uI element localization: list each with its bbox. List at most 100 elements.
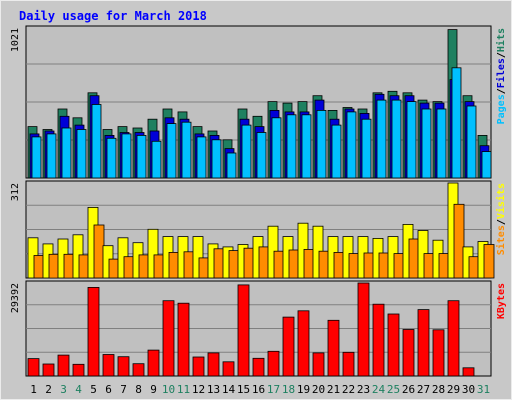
- kbytes-bar-kbytes-11: [177, 302, 190, 377]
- day-label-22: 22: [342, 383, 355, 396]
- day-label-16: 16: [252, 383, 265, 396]
- day-label-8: 8: [135, 383, 142, 396]
- legend-visits: Visits: [495, 183, 507, 219]
- day-label-10: 10: [162, 383, 175, 396]
- hits-bar-pages-30: [466, 105, 477, 179]
- hits-bar-pages-4: [76, 129, 87, 179]
- visits-panel: 312 Sites/Visits: [10, 180, 507, 279]
- hits-bar-pages-31: [481, 151, 492, 179]
- kbytes-bar-kbytes-23: [357, 282, 370, 377]
- visits-bar-sites-4: [78, 254, 90, 279]
- visits-bar-sites-10: [168, 251, 180, 279]
- kbytes-bar-kbytes-20: [312, 352, 325, 377]
- visits-bar-sites-15: [243, 247, 255, 279]
- hits-bar-pages-2: [46, 133, 57, 179]
- visits-bar-sites-1: [33, 255, 45, 279]
- kbytes-bar-kbytes-9: [147, 349, 160, 377]
- hits-bar-pages-23: [361, 118, 372, 179]
- hits-bar-pages-21: [331, 124, 342, 179]
- day-label-5: 5: [90, 383, 97, 396]
- kbytes-bar-kbytes-16: [252, 357, 265, 377]
- visits-bar-sites-31: [483, 244, 495, 279]
- day-label-25: 25: [387, 383, 400, 396]
- hits-bar-pages-1: [31, 136, 42, 179]
- day-label-21: 21: [327, 383, 340, 396]
- kbytes-bar-kbytes-12: [192, 356, 205, 377]
- legend-separator: /: [496, 219, 507, 225]
- hits-bar-pages-27: [421, 108, 432, 179]
- visits-bar-sites-5: [93, 224, 105, 279]
- day-label-2: 2: [45, 383, 52, 396]
- legend-files: Files: [495, 58, 507, 88]
- day-label-23: 23: [357, 383, 370, 396]
- visits-bar-sites-25: [393, 253, 405, 279]
- hits-bar-pages-14: [226, 152, 237, 179]
- visits-bar-sites-18: [288, 249, 300, 279]
- hits-bar-pages-9: [151, 140, 162, 179]
- visits-bar-sites-12: [198, 257, 210, 279]
- kbytes-bar-kbytes-25: [387, 313, 400, 377]
- hits-bar-pages-7: [121, 133, 132, 179]
- visits-bar-sites-3: [63, 253, 75, 279]
- kbytes-bar-kbytes-22: [342, 351, 355, 377]
- hits-bar-pages-16: [256, 132, 267, 179]
- day-label-3: 3: [60, 383, 67, 396]
- visits-bar-sites-27: [423, 253, 435, 279]
- chart-title: Daily usage for March 2018: [19, 9, 207, 23]
- kbytes-legend: KBytes: [496, 283, 507, 319]
- kbytes-bar-kbytes-17: [267, 350, 280, 377]
- day-label-15: 15: [237, 383, 250, 396]
- kbytes-bar-kbytes-14: [222, 361, 235, 377]
- kbytes-bar-kbytes-21: [327, 319, 340, 377]
- kbytes-bar-kbytes-8: [132, 363, 145, 377]
- kbytes-bar-kbytes-30: [462, 367, 475, 377]
- legend-kbytes: KBytes: [496, 283, 507, 319]
- visits-bar-sites-17: [273, 250, 285, 279]
- visits-legend: Sites/Visits: [495, 183, 507, 255]
- legend-hits: Hits: [495, 28, 507, 52]
- hits-bar-pages-8: [136, 134, 147, 179]
- hits-bar-pages-24: [376, 99, 387, 179]
- legend-sites: Sites: [495, 225, 507, 255]
- day-label-26: 26: [402, 383, 415, 396]
- visits-bar-sites-6: [108, 258, 120, 279]
- visits-bar-sites-8: [138, 254, 150, 279]
- hits-bar-pages-26: [406, 101, 417, 179]
- day-label-29: 29: [447, 383, 460, 396]
- hits-bar-pages-28: [436, 108, 447, 179]
- hits-bar-pages-3: [61, 127, 72, 179]
- day-label-27: 27: [417, 383, 430, 396]
- kbytes-bar-kbytes-29: [447, 300, 460, 377]
- visits-bar-sites-19: [303, 248, 315, 279]
- visits-bar-sites-23: [363, 252, 375, 279]
- kbytes-bar-kbytes-13: [207, 352, 220, 377]
- visits-bar-visits-9: [147, 228, 159, 279]
- hits-bar-pages-5: [91, 104, 102, 179]
- visits-bar-sites-29: [453, 203, 465, 279]
- visits-bar-sites-13: [213, 248, 225, 279]
- hits-bar-pages-20: [316, 110, 327, 179]
- day-label-11: 11: [177, 383, 190, 396]
- kbytes-bar-kbytes-26: [402, 329, 415, 377]
- day-label-12: 12: [192, 383, 205, 396]
- visits-bar-sites-14: [228, 250, 240, 279]
- kbytes-bar-kbytes-10: [162, 300, 175, 377]
- day-label-19: 19: [297, 383, 310, 396]
- kbytes-bar-kbytes-3: [57, 354, 70, 377]
- hits-bar-pages-18: [286, 114, 297, 179]
- visits-bar-sites-24: [378, 252, 390, 279]
- visits-bar-sites-21: [333, 251, 345, 279]
- kbytes-bar-kbytes-1: [27, 358, 40, 377]
- kbytes-bar-kbytes-2: [42, 363, 55, 377]
- visits-max-label: 312: [10, 183, 21, 201]
- hits-bar-pages-10: [166, 123, 177, 179]
- day-label-4: 4: [75, 383, 82, 396]
- day-label-14: 14: [222, 383, 236, 396]
- kbytes-bar-kbytes-19: [297, 310, 310, 377]
- day-label-7: 7: [120, 383, 127, 396]
- kbytes-bar-kbytes-6: [102, 354, 115, 377]
- hits-bar-pages-6: [106, 137, 117, 179]
- day-label-28: 28: [432, 383, 445, 396]
